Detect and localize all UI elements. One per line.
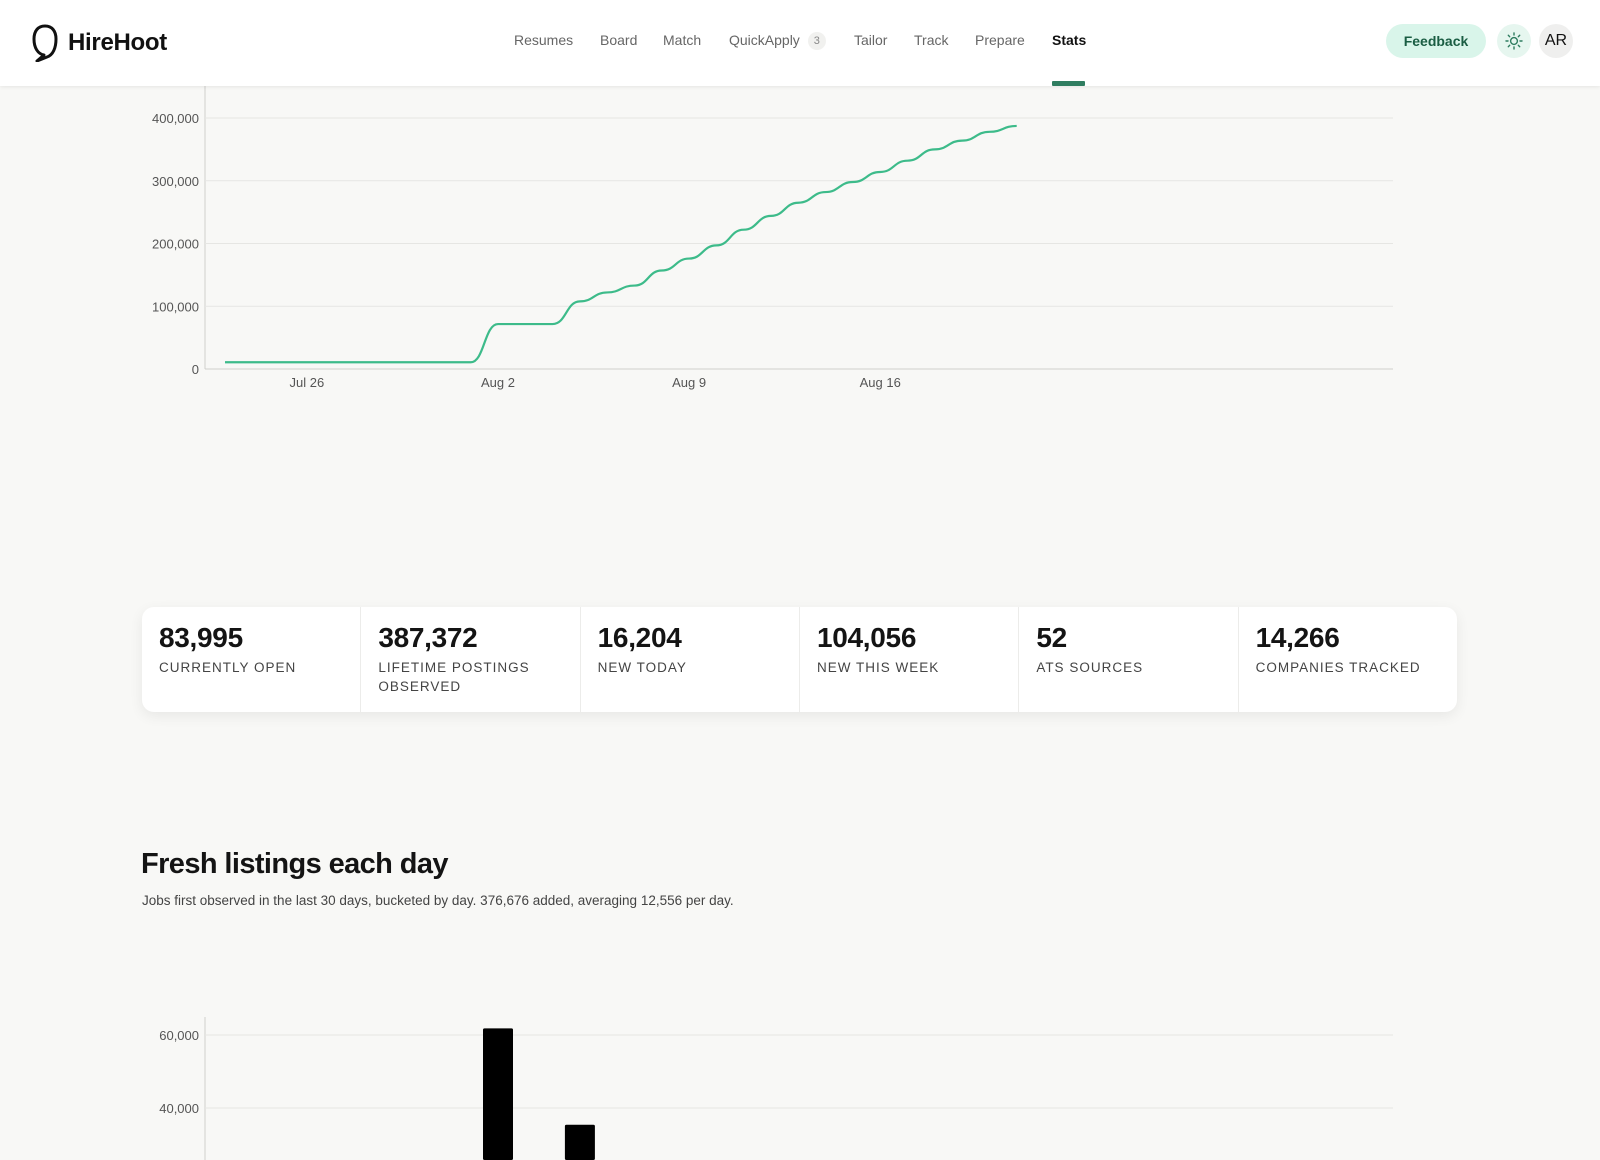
stat-value: 14,266 <box>1256 623 1441 653</box>
sun-icon <box>1505 32 1523 50</box>
stat-companies-tracked: 14,266 COMPANIES TRACKED <box>1239 607 1457 712</box>
x-tick-label: Aug 16 <box>860 375 901 390</box>
quickapply-count-badge: 3 <box>808 32 826 50</box>
nav-item-label: QuickApply <box>729 32 800 48</box>
y-tick-label: 60,000 <box>159 1028 199 1043</box>
y-tick-label: 400,000 <box>152 111 199 126</box>
owl-logo-icon <box>32 24 58 62</box>
brand[interactable]: HireHoot <box>32 24 167 62</box>
nav-item-quickapply[interactable]: QuickApply 3 <box>729 32 826 50</box>
stats-summary-card: 83,995 CURRENTLY OPEN 387,372 LIFETIME P… <box>142 607 1457 712</box>
stat-value: 104,056 <box>817 623 1002 653</box>
theme-toggle-button[interactable] <box>1497 24 1531 58</box>
top-navigation-bar: HireHoot Resumes Board Match QuickApply 3… <box>0 0 1600 86</box>
stat-label: COMPANIES TRACKED <box>1256 658 1441 677</box>
stat-new-today: 16,204 NEW TODAY <box>581 607 800 712</box>
nav-item-stats[interactable]: Stats <box>1052 32 1086 48</box>
y-tick-label: 0 <box>192 362 199 377</box>
stat-lifetime-postings: 387,372 LIFETIME POSTINGS OBSERVED <box>361 607 580 712</box>
stat-label: CURRENTLY OPEN <box>159 658 344 677</box>
stat-label: NEW THIS WEEK <box>817 658 1002 677</box>
stat-label: NEW TODAY <box>598 658 783 677</box>
bar <box>565 1125 595 1160</box>
nav-item-match[interactable]: Match <box>663 32 701 48</box>
stat-value: 52 <box>1036 623 1221 653</box>
stat-value: 83,995 <box>159 623 344 653</box>
series-line <box>225 126 1017 362</box>
x-tick-label: Aug 2 <box>481 375 515 390</box>
y-tick-label: 300,000 <box>152 174 199 189</box>
nav-item-track[interactable]: Track <box>914 32 948 48</box>
nav-item-board[interactable]: Board <box>600 32 637 48</box>
stat-currently-open: 83,995 CURRENTLY OPEN <box>142 607 361 712</box>
nav-item-prepare[interactable]: Prepare <box>975 32 1025 48</box>
nav-item-resumes[interactable]: Resumes <box>514 32 573 48</box>
active-tab-indicator <box>1052 81 1085 86</box>
nav-item-tailor[interactable]: Tailor <box>854 32 887 48</box>
section-description: Jobs first observed in the last 30 days,… <box>142 893 734 908</box>
bar <box>483 1028 513 1160</box>
stat-new-this-week: 104,056 NEW THIS WEEK <box>800 607 1019 712</box>
y-tick-label: 200,000 <box>152 237 199 252</box>
stat-value: 16,204 <box>598 623 783 653</box>
stat-label: LIFETIME POSTINGS OBSERVED <box>378 658 563 696</box>
y-tick-label: 40,000 <box>159 1101 199 1116</box>
user-avatar[interactable]: AR <box>1539 24 1573 58</box>
stat-value: 387,372 <box>378 623 563 653</box>
stat-ats-sources: 52 ATS SOURCES <box>1019 607 1238 712</box>
section-title: Fresh listings each day <box>141 848 448 881</box>
x-tick-label: Aug 9 <box>672 375 706 390</box>
main-nav: Resumes Board Match QuickApply 3 Tailor T… <box>0 0 1600 86</box>
x-tick-label: Jul 26 <box>290 375 325 390</box>
feedback-button[interactable]: Feedback <box>1386 24 1486 58</box>
daily-listings-bar-chart: 40,000 60,000 <box>0 1000 1600 1160</box>
y-tick-label: 100,000 <box>152 299 199 314</box>
stat-label: ATS SOURCES <box>1036 658 1221 677</box>
brand-name: HireHoot <box>68 29 167 57</box>
